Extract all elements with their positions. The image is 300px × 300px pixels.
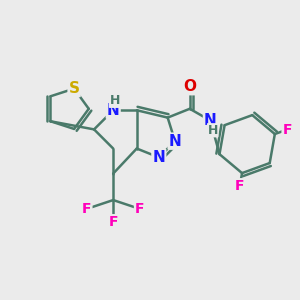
Text: N: N [204,113,217,128]
Text: O: O [183,79,196,94]
Text: H: H [110,94,120,107]
Text: F: F [283,122,292,136]
Text: H: H [208,124,218,137]
Text: N: N [152,150,165,165]
Text: F: F [108,215,118,229]
Text: F: F [135,202,144,216]
Text: F: F [235,179,244,193]
Text: N: N [107,103,120,118]
Text: F: F [82,202,92,216]
Text: S: S [69,81,80,96]
Text: N: N [169,134,182,149]
